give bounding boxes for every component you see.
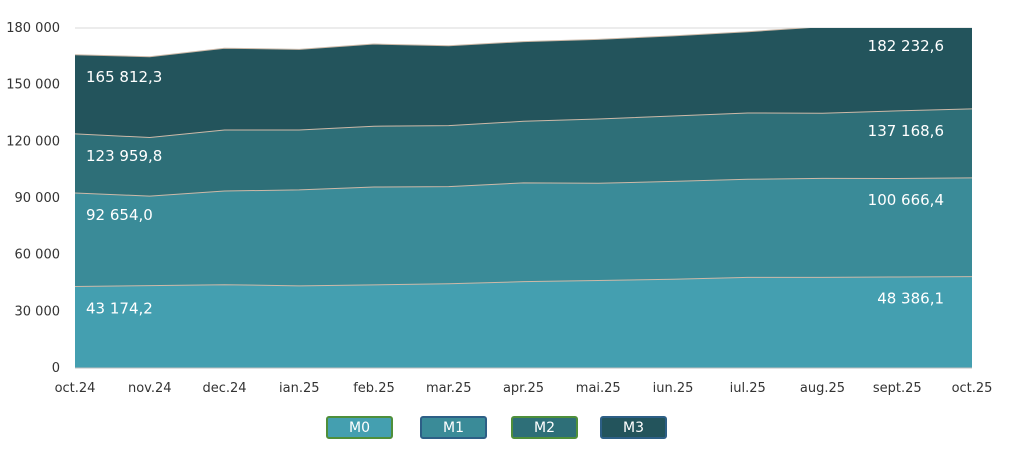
x-tick-label: ian.25: [279, 381, 320, 396]
y-tick-label: 0: [52, 361, 60, 376]
y-tick-label: 30 000: [15, 304, 61, 319]
series-boundary-line: [75, 28, 811, 58]
x-tick-label: mar.25: [426, 381, 471, 396]
y-axis: 0 30 000 60 000 90 000 120 000 150 000 180 000: [6, 21, 60, 376]
x-tick-label: apr.25: [503, 381, 544, 396]
data-label-m0: 48 386,1: [877, 290, 944, 308]
x-tick-label: sept.25: [873, 381, 922, 396]
stacked-area-chart: 0 30 000 60 000 90 000 120 000 150 000 180 000…: [6, 21, 993, 396]
series-boundary-line: [75, 177, 972, 197]
x-axis: oct.24 nov.24 dec.24 ian.25 feb.25 mar.25 apr.…: [55, 367, 993, 396]
data-label-m1: 100 666,4: [868, 191, 944, 209]
x-tick-label: dec.24: [202, 381, 246, 396]
data-label-m3: 165 812,3: [86, 68, 162, 86]
y-tick-label: 60 000: [15, 248, 61, 263]
y-tick-label: 90 000: [15, 191, 61, 206]
data-label-m0: 43 174,2: [86, 299, 153, 317]
y-tick-label: 150 000: [6, 78, 60, 93]
legend: M0 M1 M2 M3: [0, 416, 1013, 442]
legend-item-m1: M1: [420, 416, 487, 439]
data-label-m2: 123 959,8: [86, 147, 162, 165]
data-label-m3: 182 232,6: [868, 37, 944, 55]
data-labels: 43 174,2 48 386,1 92 654,0 100 666,4 123 959…: [86, 37, 944, 318]
y-tick-label: 120 000: [6, 134, 60, 149]
legend-item-m0: M0: [326, 416, 393, 439]
area-series-group: [75, 28, 972, 368]
y-tick-label: 180 000: [6, 21, 60, 36]
x-tick-label: oct.24: [55, 381, 96, 396]
series-boundary-line: [75, 276, 972, 287]
x-tick-label: oct.25: [952, 381, 993, 396]
x-tick-label: iul.25: [730, 381, 766, 396]
data-label-m1: 92 654,0: [86, 206, 153, 224]
area-series-m0: [75, 276, 972, 368]
x-tick-label: feb.25: [353, 381, 395, 396]
x-tick-label: nov.24: [128, 381, 172, 396]
legend-item-m3: M3: [600, 416, 667, 439]
x-tick-label: mai.25: [576, 381, 621, 396]
x-tick-label: aug.25: [800, 381, 845, 396]
legend-item-m2: M2: [511, 416, 578, 439]
data-label-m2: 137 168,6: [868, 122, 944, 140]
series-boundary-line: [75, 108, 972, 139]
x-tick-label: iun.25: [653, 381, 694, 396]
